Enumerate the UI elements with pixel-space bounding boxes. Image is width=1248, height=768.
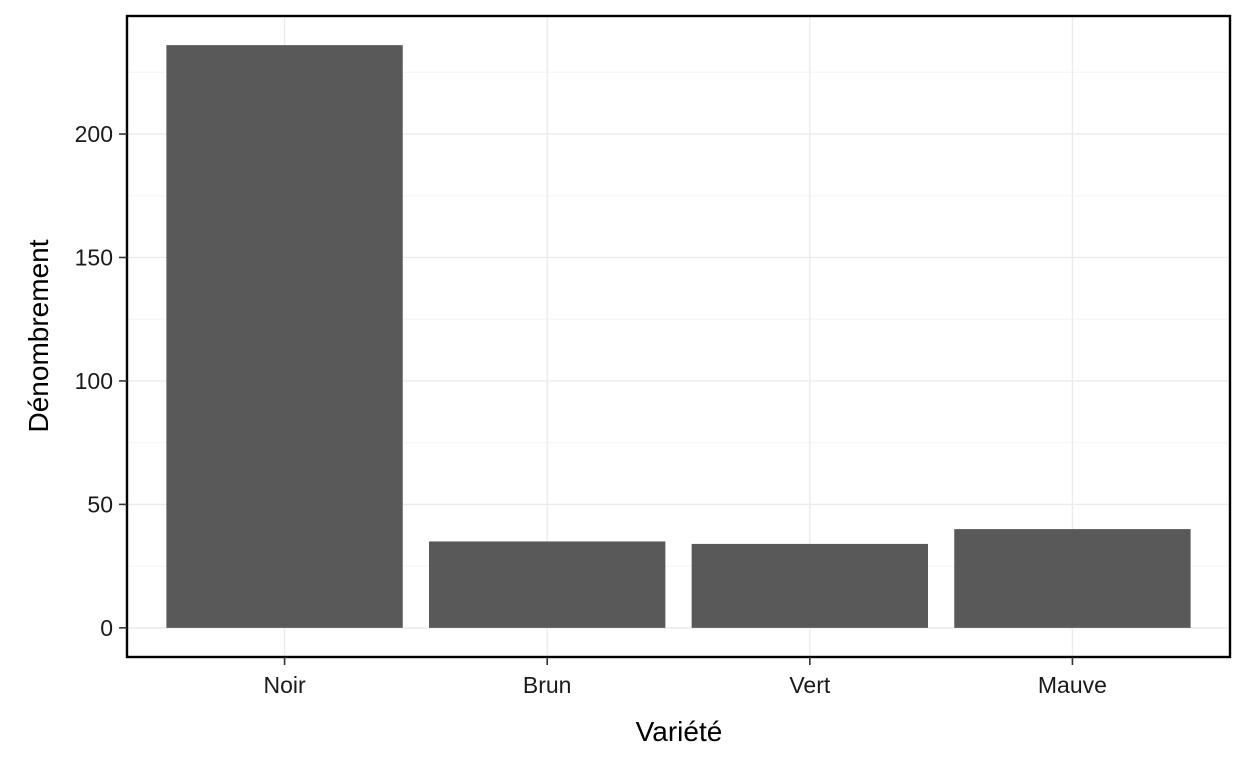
x-tick-label-brun: Brun <box>523 672 572 698</box>
x-tick-label-mauve: Mauve <box>1038 672 1107 698</box>
bars <box>166 45 1191 628</box>
bar-vert <box>691 543 928 628</box>
y-tick-label: 100 <box>75 368 113 394</box>
bar-brun <box>429 541 666 628</box>
y-tick-label: 50 <box>87 491 113 517</box>
y-tick-label: 150 <box>75 244 113 270</box>
y-axis-title: Dénombrement <box>23 239 54 432</box>
panel-border <box>125 14 1232 659</box>
bar-noir <box>166 45 403 628</box>
x-axis-title: Variété <box>636 716 723 747</box>
tick-labels: 0 50 100 150 200 Noir Brun Vert Mauve <box>75 121 1107 698</box>
x-tick-label-noir: Noir <box>263 672 306 698</box>
y-tick-label: 0 <box>100 615 113 641</box>
y-tick-label: 200 <box>75 121 113 147</box>
x-tick-label-vert: Vert <box>789 672 831 698</box>
bar-mauve <box>954 529 1191 628</box>
axis-ticks <box>119 133 1074 665</box>
